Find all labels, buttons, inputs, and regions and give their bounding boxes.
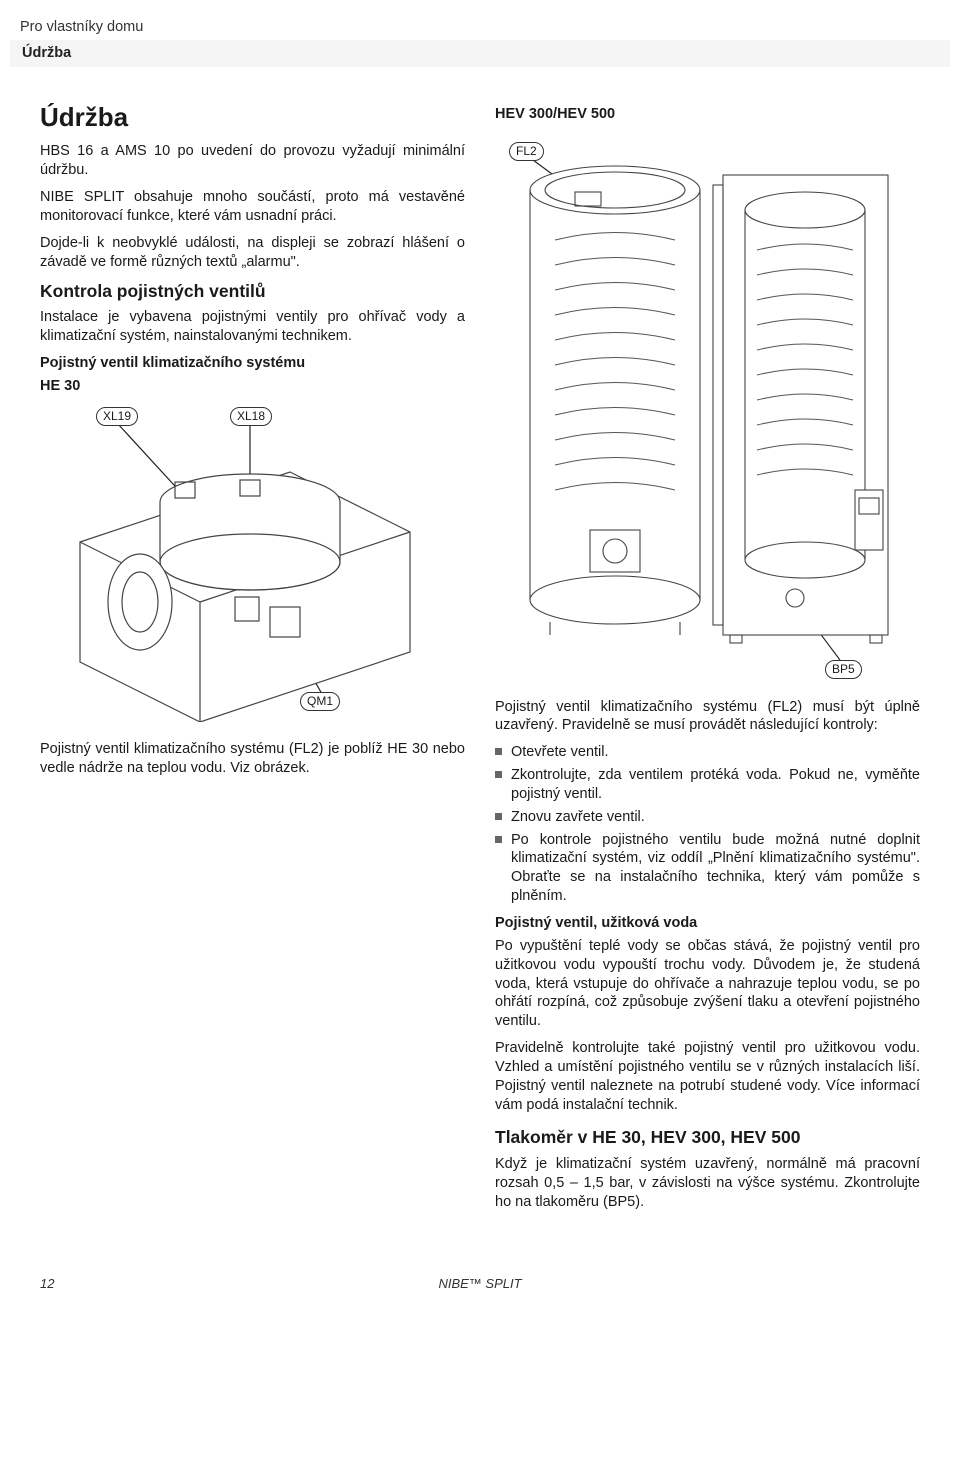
callout-qm1: QM1 [300, 692, 340, 712]
fl2-location-p: Pojistný ventil klimatizačního systému (… [40, 740, 465, 778]
intro-p2: NIBE SPLIT obsahuje mnoho součástí, prot… [40, 188, 465, 226]
fl2-check-intro: Pojistný ventil klimatizačního systému (… [495, 698, 920, 736]
callout-fl2: FL2 [509, 142, 544, 162]
check-item-4: Po kontrole pojistného ventilu bude možn… [495, 831, 920, 906]
domestic-p2: Pravidelně kontrolujte také pojistný ven… [495, 1039, 920, 1114]
check-item-3: Znovu zavřete ventil. [495, 808, 920, 827]
intro-p3: Dojde-li k neobvyklé události, na disple… [40, 234, 465, 272]
callout-xl19: XL19 [96, 407, 138, 427]
callout-bp5: BP5 [825, 660, 862, 680]
he30-svg [40, 402, 460, 722]
intro-p1: HBS 16 a AMS 10 po uvedení do provozu vy… [40, 142, 465, 180]
heading-valve-check: Kontrola pojistných ventilů [40, 280, 465, 303]
label-he30: HE 30 [40, 377, 465, 396]
check-list: Otevřete ventil. Zkontrolujte, zda venti… [495, 743, 920, 906]
valve-p1: Instalace je vybavena pojistnými ventily… [40, 308, 465, 346]
heading-domestic-valve: Pojistný ventil, užitková voda [495, 914, 920, 933]
footer-brand: NIBE™ SPLIT [438, 1276, 521, 1293]
heading-hev: HEV 300/HEV 500 [495, 105, 920, 124]
page-title: Údržba [40, 101, 465, 135]
heading-pressure-gauge: Tlakoměr v HE 30, HEV 300, HEV 500 [495, 1126, 920, 1149]
hev-svg [495, 130, 915, 685]
header-section-label: Údržba [10, 40, 950, 67]
check-item-1: Otevřete ventil. [495, 743, 920, 762]
page-number: 12 [40, 1276, 54, 1293]
header-top-line: Pro vlastníky domu [20, 18, 920, 37]
pressure-p: Když je klimatizační systém uzavřený, no… [495, 1155, 920, 1212]
heading-ac-valve: Pojistný ventil klimatizačního systému [40, 354, 465, 373]
domestic-p1: Po vypuštění teplé vody se občas stává, … [495, 937, 920, 1031]
diagram-hev: FL2 BP5 [495, 130, 920, 690]
diagram-he30: XL19 XL18 QM1 [40, 402, 465, 732]
check-item-2: Zkontrolujte, zda ventilem protéká voda.… [495, 766, 920, 804]
callout-xl18: XL18 [230, 407, 272, 427]
